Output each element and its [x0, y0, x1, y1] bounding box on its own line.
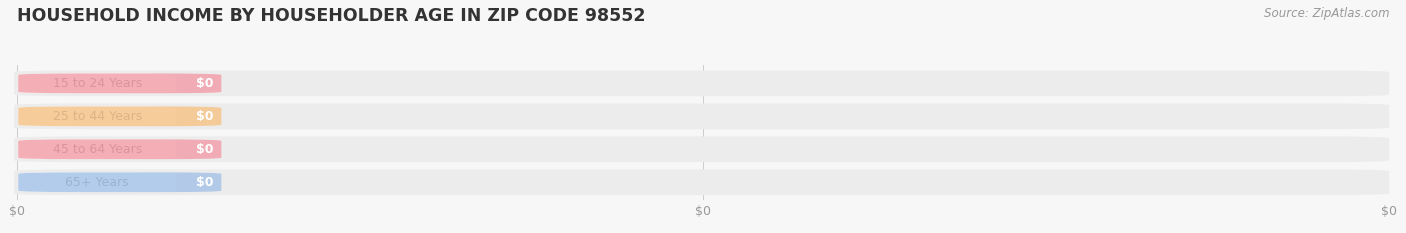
Text: 45 to 64 Years: 45 to 64 Years [52, 143, 142, 156]
FancyBboxPatch shape [14, 137, 1389, 162]
Text: $0: $0 [195, 176, 214, 189]
Text: 65+ Years: 65+ Years [65, 176, 129, 189]
Text: Source: ZipAtlas.com: Source: ZipAtlas.com [1264, 7, 1389, 20]
FancyBboxPatch shape [18, 139, 221, 159]
FancyBboxPatch shape [18, 106, 221, 126]
FancyBboxPatch shape [18, 73, 221, 93]
Text: $0: $0 [195, 143, 214, 156]
FancyBboxPatch shape [18, 139, 176, 159]
FancyBboxPatch shape [14, 71, 1389, 96]
Text: $0: $0 [195, 110, 214, 123]
FancyBboxPatch shape [18, 172, 176, 192]
FancyBboxPatch shape [18, 172, 221, 192]
FancyBboxPatch shape [18, 73, 176, 93]
FancyBboxPatch shape [14, 103, 1389, 129]
Text: 25 to 44 Years: 25 to 44 Years [52, 110, 142, 123]
Text: 15 to 24 Years: 15 to 24 Years [52, 77, 142, 90]
FancyBboxPatch shape [18, 106, 176, 126]
Text: $0: $0 [195, 77, 214, 90]
FancyBboxPatch shape [14, 169, 1389, 195]
Text: HOUSEHOLD INCOME BY HOUSEHOLDER AGE IN ZIP CODE 98552: HOUSEHOLD INCOME BY HOUSEHOLDER AGE IN Z… [17, 7, 645, 25]
